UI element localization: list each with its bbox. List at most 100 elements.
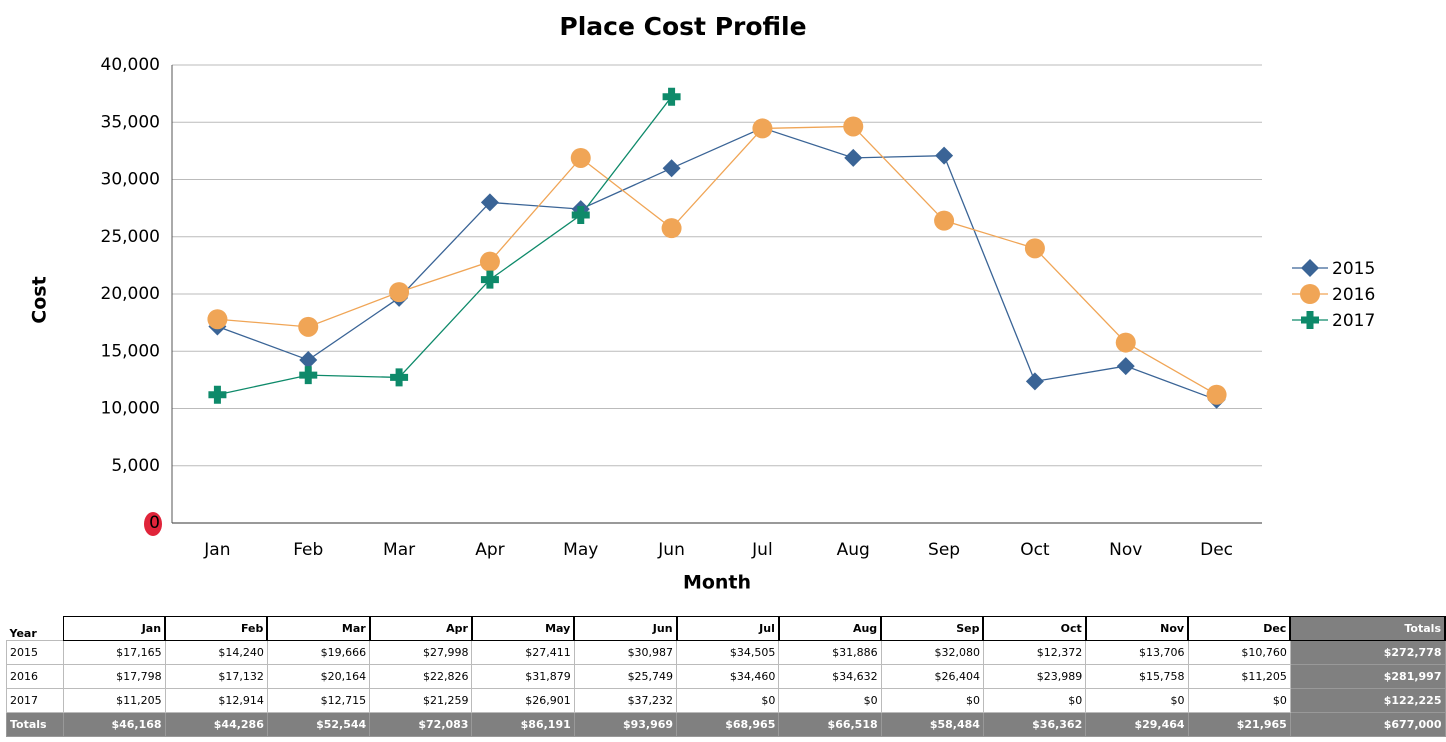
- point: [299, 350, 318, 369]
- table-cell: $27,411: [471, 640, 575, 665]
- table-cell: Jun: [573, 616, 678, 641]
- point: [1024, 238, 1045, 259]
- table-cell: Jan: [62, 616, 167, 641]
- series-line: [217, 127, 1217, 401]
- table-cell: Apr: [369, 616, 473, 641]
- x-axis-label: Month: [683, 572, 751, 594]
- point: [479, 251, 500, 272]
- table-cell: Jul: [676, 616, 780, 641]
- table-cell: $12,715: [266, 688, 371, 713]
- table-cell: $14,240: [164, 640, 268, 665]
- zero-highlight: [144, 512, 162, 536]
- x-tick-label: Jun: [657, 540, 685, 560]
- table-cell: $68,965: [676, 712, 780, 737]
- point: [1206, 384, 1227, 405]
- point: [844, 148, 863, 167]
- table-cell: $281,997: [1289, 664, 1446, 689]
- point: [662, 159, 681, 178]
- y-tick-label: 15,000: [101, 341, 160, 361]
- x-tick-label: Sep: [928, 540, 960, 560]
- table-cell: Feb: [164, 616, 269, 641]
- table-cell: $34,632: [778, 664, 882, 689]
- table-cell: $34,505: [676, 640, 780, 665]
- chart: Place Cost Profile Month Cost 0 5,000 10,0…: [29, 12, 1376, 594]
- table-cell: $11,205: [1187, 664, 1291, 689]
- point: [935, 146, 954, 165]
- table-cell: $12,372: [982, 640, 1087, 665]
- table-cell: $12,914: [164, 688, 268, 713]
- point: [299, 366, 318, 385]
- table-cell: $21,965: [1187, 712, 1291, 737]
- point: [934, 210, 955, 231]
- point: [843, 116, 864, 137]
- series-line: [217, 96, 673, 396]
- x-tick-label: Aug: [837, 540, 870, 560]
- point: [662, 87, 681, 106]
- y-tick-label: 20,000: [101, 284, 160, 304]
- y-tick-label: 5,000: [111, 456, 160, 476]
- table-cell: $30,987: [573, 640, 678, 665]
- point: [480, 270, 499, 289]
- table-cell: $26,404: [880, 664, 984, 689]
- point: [1116, 357, 1135, 376]
- y-tick-label: 40,000: [101, 55, 160, 75]
- table-cell: $15,758: [1085, 664, 1189, 689]
- x-tick-label: Oct: [1020, 540, 1050, 560]
- table-cell: $17,165: [62, 640, 166, 665]
- x-tick-label: Jul: [751, 540, 773, 560]
- point: [1025, 372, 1044, 391]
- x-tick-label: Nov: [1109, 540, 1142, 560]
- table-cell: $34,460: [676, 664, 780, 689]
- table-cell: Totals: [6, 712, 64, 737]
- table-cell: Aug: [778, 616, 883, 641]
- chart-title: Place Cost Profile: [559, 12, 806, 41]
- table-cell: $31,879: [471, 664, 575, 689]
- table-cell: $20,164: [266, 664, 371, 689]
- table-cell: $27,998: [369, 640, 473, 665]
- legend-label: 2015: [1332, 259, 1375, 279]
- table-cell: $122,225: [1289, 688, 1446, 713]
- table-row: Totals $46,168 $44,286 $52,544 $72,083 $86,19…: [6, 712, 1446, 737]
- table-cell: $46,168: [62, 712, 166, 737]
- point: [390, 368, 409, 387]
- table-cell: $36,362: [982, 712, 1087, 737]
- point: [752, 118, 773, 139]
- y-tick-label: 10,000: [101, 399, 160, 419]
- y-tick-label: 25,000: [101, 227, 160, 247]
- x-tick-label: May: [563, 540, 598, 560]
- table-cell: Dec: [1187, 616, 1292, 641]
- legend-label: 2016: [1332, 285, 1375, 305]
- table-cell: $72,083: [369, 712, 473, 737]
- table-cell: Totals: [1289, 616, 1446, 641]
- table-cell: 2015: [6, 640, 64, 665]
- table-cell: Sep: [880, 616, 985, 641]
- y-axis-label: Cost: [29, 276, 51, 323]
- table-cell: $0: [1085, 688, 1189, 713]
- point: [480, 193, 499, 212]
- table-cell: $26,901: [471, 688, 575, 713]
- table-cell: $66,518: [778, 712, 882, 737]
- x-tick-label: Jan: [203, 540, 230, 560]
- point: [389, 282, 410, 303]
- point: [571, 205, 590, 224]
- table-cell: $23,989: [982, 664, 1087, 689]
- table-cell: $0: [1187, 688, 1291, 713]
- table-row: 2015 $17,165 $14,240 $19,666 $27,998 $27,411 $…: [6, 640, 1446, 665]
- table-cell: $22,826: [369, 664, 473, 689]
- legend-marker: [1300, 284, 1320, 304]
- x-tick-label: Apr: [475, 540, 504, 560]
- point: [208, 385, 227, 404]
- table-cell: $32,080: [880, 640, 984, 665]
- series-line: [217, 125, 1217, 396]
- table-cell: $37,232: [573, 688, 678, 713]
- table-cell: $13,706: [1085, 640, 1189, 665]
- x-tick-label: Mar: [383, 540, 415, 560]
- table-row: 2016 $17,798 $17,132 $20,164 $22,826 $31,879 $…: [6, 664, 1446, 689]
- legend-marker: [1301, 259, 1319, 277]
- table-cell: $11,205: [62, 688, 166, 713]
- legend-label: 2017: [1332, 311, 1375, 331]
- table-cell: $29,464: [1085, 712, 1189, 737]
- table-cell: 2017: [6, 688, 64, 713]
- x-tick-label: Dec: [1200, 540, 1233, 560]
